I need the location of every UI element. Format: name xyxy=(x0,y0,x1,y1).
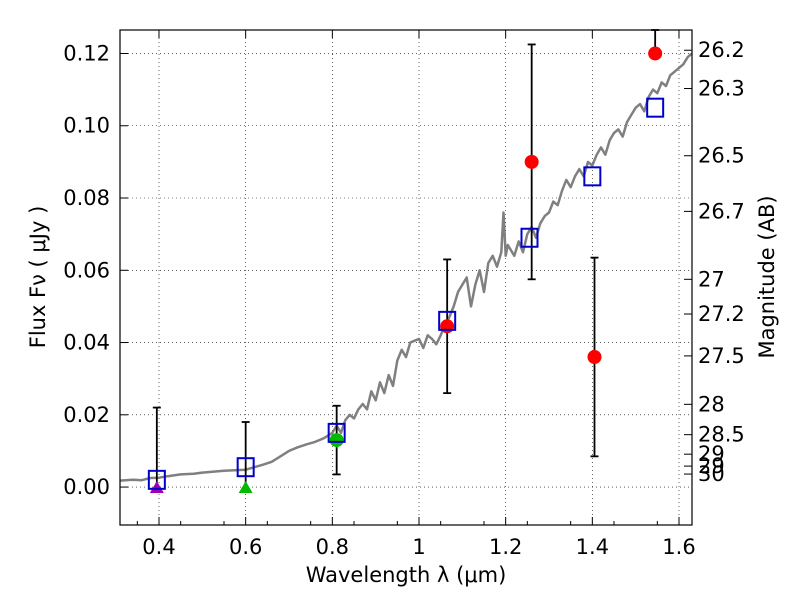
x-tick-label: 0.4 xyxy=(142,535,175,559)
x-tick-label: 0.8 xyxy=(316,535,349,559)
upper-limit-triangle xyxy=(238,481,253,494)
mag-tick-label: 29 xyxy=(698,454,725,478)
x-tick-label: 1 xyxy=(412,535,425,559)
mag-tick-label: 27 xyxy=(698,267,725,291)
y-axis-label: Flux Fν ( μJy ) xyxy=(26,206,50,349)
y-tick-label: 0.04 xyxy=(63,331,110,355)
spectrum-layer xyxy=(119,52,693,482)
tick-layer: 0.4 0.6 0.8 1 1.2 1.4 1.6 0.00 0.02 0.04 0.06 0.08 0… xyxy=(63,30,745,559)
y-tick-label: 0.12 xyxy=(63,41,110,65)
x-tick-label: 1.4 xyxy=(576,535,609,559)
x-axis-label: Wavelength λ (μm) xyxy=(306,563,507,587)
y-tick-label: 0.08 xyxy=(63,186,110,210)
upper-limit-triangle xyxy=(149,481,164,494)
model-square xyxy=(646,97,665,118)
detection-point xyxy=(524,154,539,169)
detection-point xyxy=(329,433,344,448)
model-square xyxy=(147,469,166,490)
model-square xyxy=(438,310,457,331)
right-axis-label: Magnitude (AB) xyxy=(755,195,779,358)
mag-tick-label: 26.5 xyxy=(698,144,745,168)
detection-point xyxy=(587,349,602,364)
model-square xyxy=(327,422,346,443)
y-tick-label: 0.06 xyxy=(63,258,110,282)
mag-tick-label: 28.5 xyxy=(698,423,745,447)
mag-tick-label: 26.2 xyxy=(698,38,745,62)
y-tick-label: 0.02 xyxy=(63,403,110,427)
mag-tick-label: 27.5 xyxy=(698,344,745,368)
model-square xyxy=(520,227,539,248)
mag-tick-label: 27.2 xyxy=(698,302,745,326)
y-tick-label: 0.00 xyxy=(63,475,110,499)
detection-point xyxy=(440,319,455,334)
mag-tick-label: 28 xyxy=(698,392,725,416)
plot-frame xyxy=(119,29,693,526)
model-square xyxy=(583,166,602,187)
x-tick-label: 0.6 xyxy=(229,535,262,559)
y-tick-label: 0.10 xyxy=(63,114,110,138)
mag-tick-label: 30 xyxy=(698,462,725,486)
model-square xyxy=(236,457,255,478)
detection-point xyxy=(648,46,663,61)
x-tick-label: 1.6 xyxy=(662,535,695,559)
mag-tick-label: 26.7 xyxy=(698,199,745,223)
mag-tick-label: 26.3 xyxy=(698,77,745,101)
marker-layer xyxy=(147,46,665,494)
spectrum-line xyxy=(119,52,693,482)
x-tick-label: 1.2 xyxy=(489,535,522,559)
mag-tick-label: 29 xyxy=(698,442,725,466)
